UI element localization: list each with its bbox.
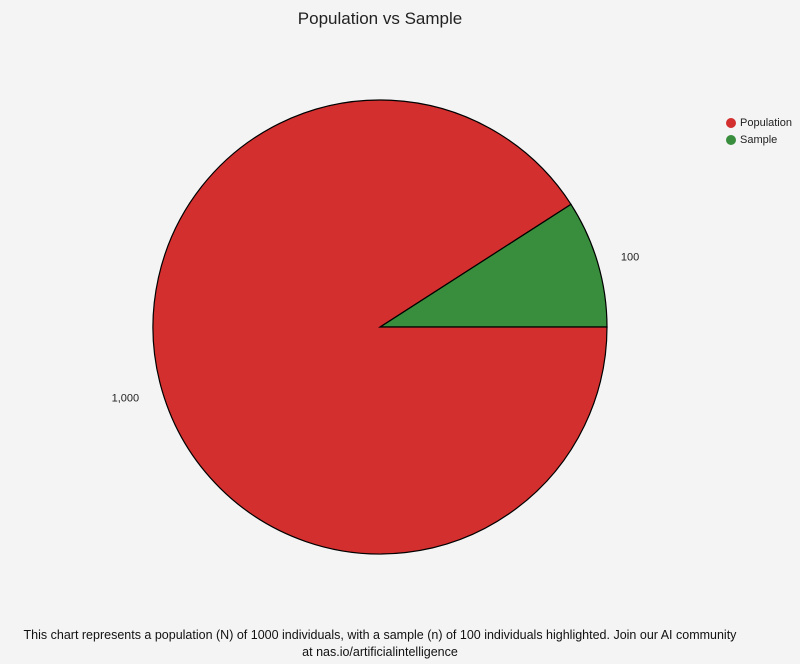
chart-caption: This chart represents a population (N) o…	[0, 627, 760, 661]
legend-item-population[interactable]: Population	[726, 114, 792, 131]
caption-line-2: at nas.io/artificialintelligence	[302, 645, 458, 659]
pie-slice-sample[interactable]	[377, 203, 608, 328]
legend-swatch-population	[726, 117, 736, 128]
chart-title: Population vs Sample	[297, 9, 463, 28]
caption-line-1: This chart represents a population (N) o…	[23, 628, 737, 642]
pie-slice-population[interactable]	[152, 99, 608, 555]
legend-label-population: Population	[740, 116, 792, 129]
legend-swatch-sample	[726, 134, 736, 145]
legend-item-sample[interactable]: Sample	[726, 131, 792, 148]
data-label-population: 1,000	[112, 393, 140, 405]
data-label-sample: 100	[621, 251, 639, 263]
legend: Population Sample	[726, 114, 792, 148]
legend-label-sample: Sample	[740, 133, 778, 146]
pie-chart: 100 1,000	[112, 99, 639, 555]
